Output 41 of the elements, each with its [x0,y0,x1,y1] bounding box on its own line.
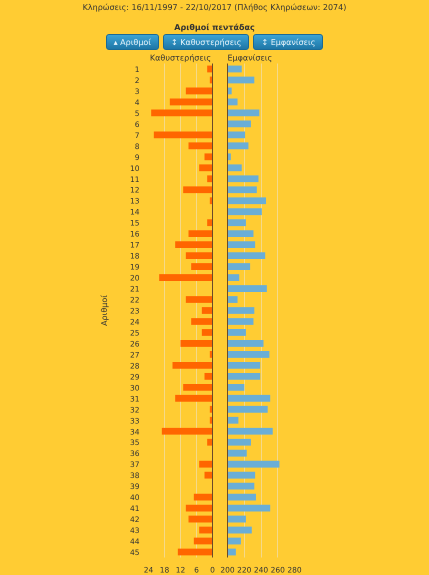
bar [186,296,212,303]
bar [175,394,212,402]
chart-title: Εμφανίσεις [228,54,272,62]
bar [162,428,212,435]
bar [199,164,212,172]
bar [199,460,212,468]
bar [191,318,212,325]
bar [194,494,212,501]
bar [175,241,212,248]
bar [199,526,212,534]
bar [191,263,212,270]
bar [186,504,212,512]
bar [170,98,212,106]
y-axis-title: Αριθμοί [100,294,109,326]
bar [188,230,212,238]
bar [194,538,212,544]
bar [207,66,212,72]
bar [180,340,212,347]
bar [183,186,212,194]
bar [159,274,212,281]
bar [202,307,212,314]
text: Κληρώσεις: 16/11/1997 - 22/10/2017 (Πλήθος Κληρώσεων: 2074) [82,2,348,13]
bar [172,362,212,369]
bar [188,516,212,522]
text: ▴ Αριθμοί [106,34,160,50]
bar [207,438,212,446]
bar [186,88,212,94]
bar [154,131,212,138]
bar [183,384,212,391]
bar [178,548,212,556]
chart-title: Καθυστερήσεις [150,54,212,62]
text: ↕ Καθυστερήσεις [163,34,250,50]
text: Αριθμοί πεντάδας [173,23,256,32]
text: ↕ Εμφανίσεις [253,34,324,50]
bar [186,252,212,260]
bar [204,372,212,380]
bar [151,109,212,116]
bar [207,175,212,182]
bar [207,219,212,226]
bar [188,142,212,150]
bar [202,329,212,336]
